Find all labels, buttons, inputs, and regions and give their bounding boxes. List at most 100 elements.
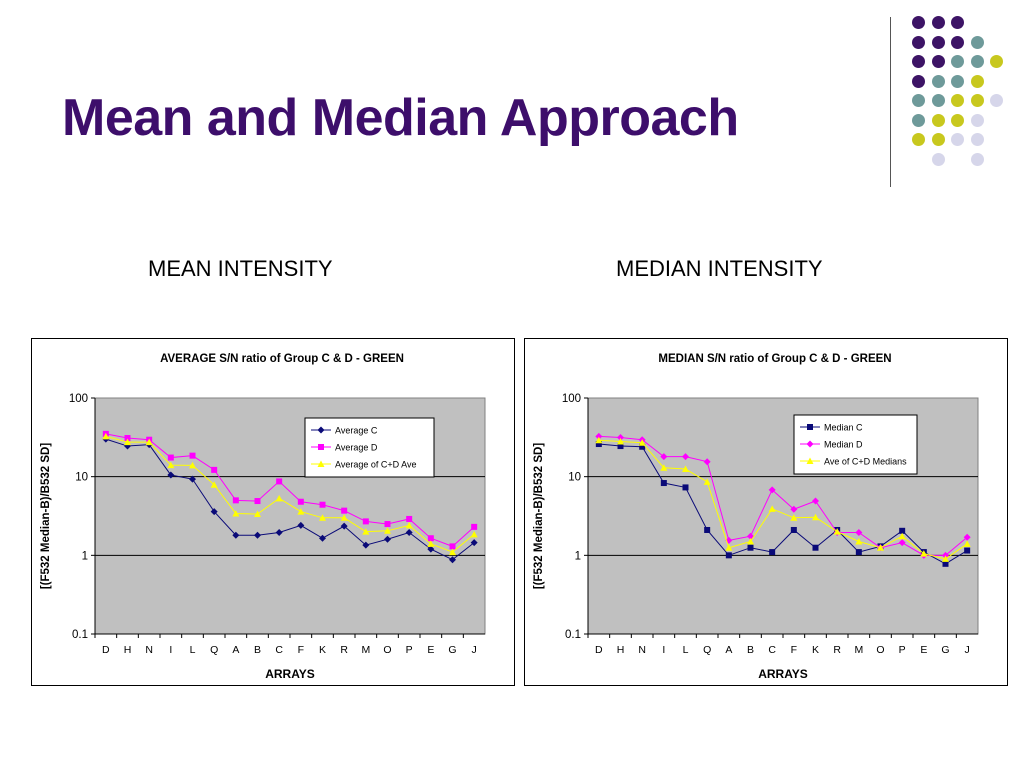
decor-dot — [970, 152, 984, 166]
average-chart-series-1-point — [319, 501, 326, 508]
median-chart-x-tick-label: E — [920, 644, 927, 656]
average-chart-series-2-point — [384, 527, 391, 534]
median-chart-series-0-point — [725, 552, 732, 559]
decor-dot — [990, 94, 1003, 107]
median-chart-series-1-point — [768, 486, 776, 494]
median-chart-y-axis-title: [(F532 Median-B)/B532 SD] — [533, 443, 545, 590]
decor-dot — [970, 113, 984, 127]
median-chart-series-0-point — [790, 526, 797, 533]
median-chart-title: MEDIAN S/N ratio of Group C & D - GREEN — [658, 353, 891, 365]
median-chart-x-axis-title: ARRAYS — [758, 667, 808, 681]
average-chart-y-axis-title: [(F532 Median-B)/B532 SD] — [40, 443, 52, 590]
average-chart-series-0-point — [254, 531, 261, 539]
average-chart-series-2-point — [297, 508, 305, 515]
average-chart-x-tick-label: E — [427, 644, 434, 656]
average-chart-series-line-1 — [105, 433, 475, 547]
divider-line — [890, 17, 891, 187]
median-chart-y-tick-label: 0.1 — [565, 629, 581, 641]
median-chart-series-2-point — [920, 550, 928, 557]
average-chart-series-2-point — [362, 528, 370, 535]
median-chart-series-line-1 — [598, 435, 968, 556]
average-chart-y-tick-label: 0.1 — [72, 629, 88, 641]
average-chart-series-1-point — [471, 523, 478, 530]
median-chart-x-tick-label: I — [662, 644, 665, 656]
median-chart-series-2-point — [703, 478, 711, 485]
median-chart-x-tick-label: H — [617, 644, 625, 656]
median-chart-svg: MEDIAN S/N ratio of Group C & D - GREEN 0… — [533, 353, 979, 681]
median-chart-series-0-point — [682, 484, 689, 491]
median-chart-legend-label: Median D — [824, 440, 863, 450]
median-chart: MEDIAN S/N ratio of Group C & D - GREEN 0… — [524, 338, 1008, 686]
median-chart-series-0-point — [639, 443, 646, 450]
average-chart-x-tick-label: H — [124, 644, 132, 656]
decor-dot — [951, 55, 964, 68]
median-chart-legend-marker — [806, 440, 814, 448]
average-chart-series-2-point — [254, 510, 261, 518]
decor-dot — [951, 35, 964, 49]
average-chart-series-2-point — [145, 438, 153, 446]
average-chart-series-0-point — [189, 475, 196, 483]
average-chart-series-2-point — [210, 481, 218, 488]
average-chart-series-1-point — [167, 454, 174, 461]
decor-dot — [931, 16, 945, 29]
average-chart-x-tick-label: J — [472, 644, 477, 656]
median-chart-series-2-point — [942, 555, 949, 562]
median-chart-series-2-point — [660, 464, 668, 471]
median-chart-x-tick-label: A — [725, 644, 732, 656]
average-chart-series-2-point — [167, 461, 175, 469]
average-chart-series-1-point — [211, 466, 218, 473]
median-chart-series-0-point — [617, 443, 624, 450]
average-chart-x-tick-label: I — [169, 644, 172, 656]
decor-dot — [970, 35, 984, 49]
decor-dot — [912, 55, 925, 68]
average-chart-y-tick-label: 10 — [75, 472, 88, 484]
average-chart-x-tick-label: L — [190, 644, 196, 656]
average-chart-x-tick-label: N — [145, 644, 153, 656]
average-chart-y-tick-label: 1 — [82, 550, 88, 562]
average-chart-series-0-point — [449, 556, 456, 564]
average-chart-x-tick-label: O — [383, 644, 391, 656]
median-chart-series-1-point — [747, 532, 754, 540]
decor-dot — [951, 113, 964, 127]
average-chart-series-2-point — [124, 438, 131, 446]
median-chart-x-tick-label: J — [965, 644, 970, 656]
median-chart-series-1-point — [703, 458, 711, 466]
average-chart-series-2-point — [427, 540, 435, 547]
median-chart-series-2-point — [877, 544, 884, 551]
average-chart-series-0-point — [275, 529, 283, 537]
average-chart-series-1-point — [254, 498, 261, 505]
average-chart-series-2-point — [232, 510, 240, 517]
median-chart-y-tick-label: 1 — [575, 550, 581, 562]
average-chart-series-1-point — [297, 498, 304, 505]
average-chart-legend-marker — [317, 426, 325, 434]
median-chart-x-tick-label: O — [876, 644, 884, 656]
median-chart-y-tick-label: 10 — [568, 472, 581, 484]
median-chart-series-1-point — [682, 453, 689, 461]
decor-dot — [931, 74, 945, 88]
decor-dot — [912, 113, 925, 127]
median-chart-series-0-point — [964, 547, 971, 554]
average-chart-x-tick-label: B — [254, 644, 261, 656]
average-chart-series-0-point — [210, 508, 218, 516]
median-chart-series-2-point — [617, 437, 624, 445]
average-chart-x-tick-label: P — [406, 644, 413, 656]
average-chart-series-0-point — [340, 522, 348, 530]
median-chart-series-line-0 — [598, 443, 968, 565]
average-chart-series-1-point — [341, 507, 348, 514]
average-chart-series-0-point — [384, 535, 391, 543]
median-chart-legend-marker — [806, 457, 814, 464]
median-chart-legend-label: Ave of C+D Medians — [824, 457, 907, 467]
average-chart-legend-marker — [317, 460, 325, 467]
median-chart-series-line-2 — [598, 439, 968, 560]
median-chart-series-0-point — [942, 560, 949, 567]
average-chart-x-axis-title: ARRAYS — [265, 667, 315, 681]
average-chart-series-line-2 — [105, 435, 475, 553]
median-chart-x-tick-label: C — [768, 644, 776, 656]
median-chart-x-tick-label: P — [899, 644, 906, 656]
average-chart-series-2-point — [405, 521, 413, 529]
median-chart-series-0-point — [812, 544, 819, 551]
median-chart-series-2-point — [768, 505, 776, 512]
median-chart-series-1-point — [898, 539, 906, 547]
average-chart-series-1-point — [276, 478, 283, 485]
median-chart-series-2-point — [682, 465, 689, 473]
